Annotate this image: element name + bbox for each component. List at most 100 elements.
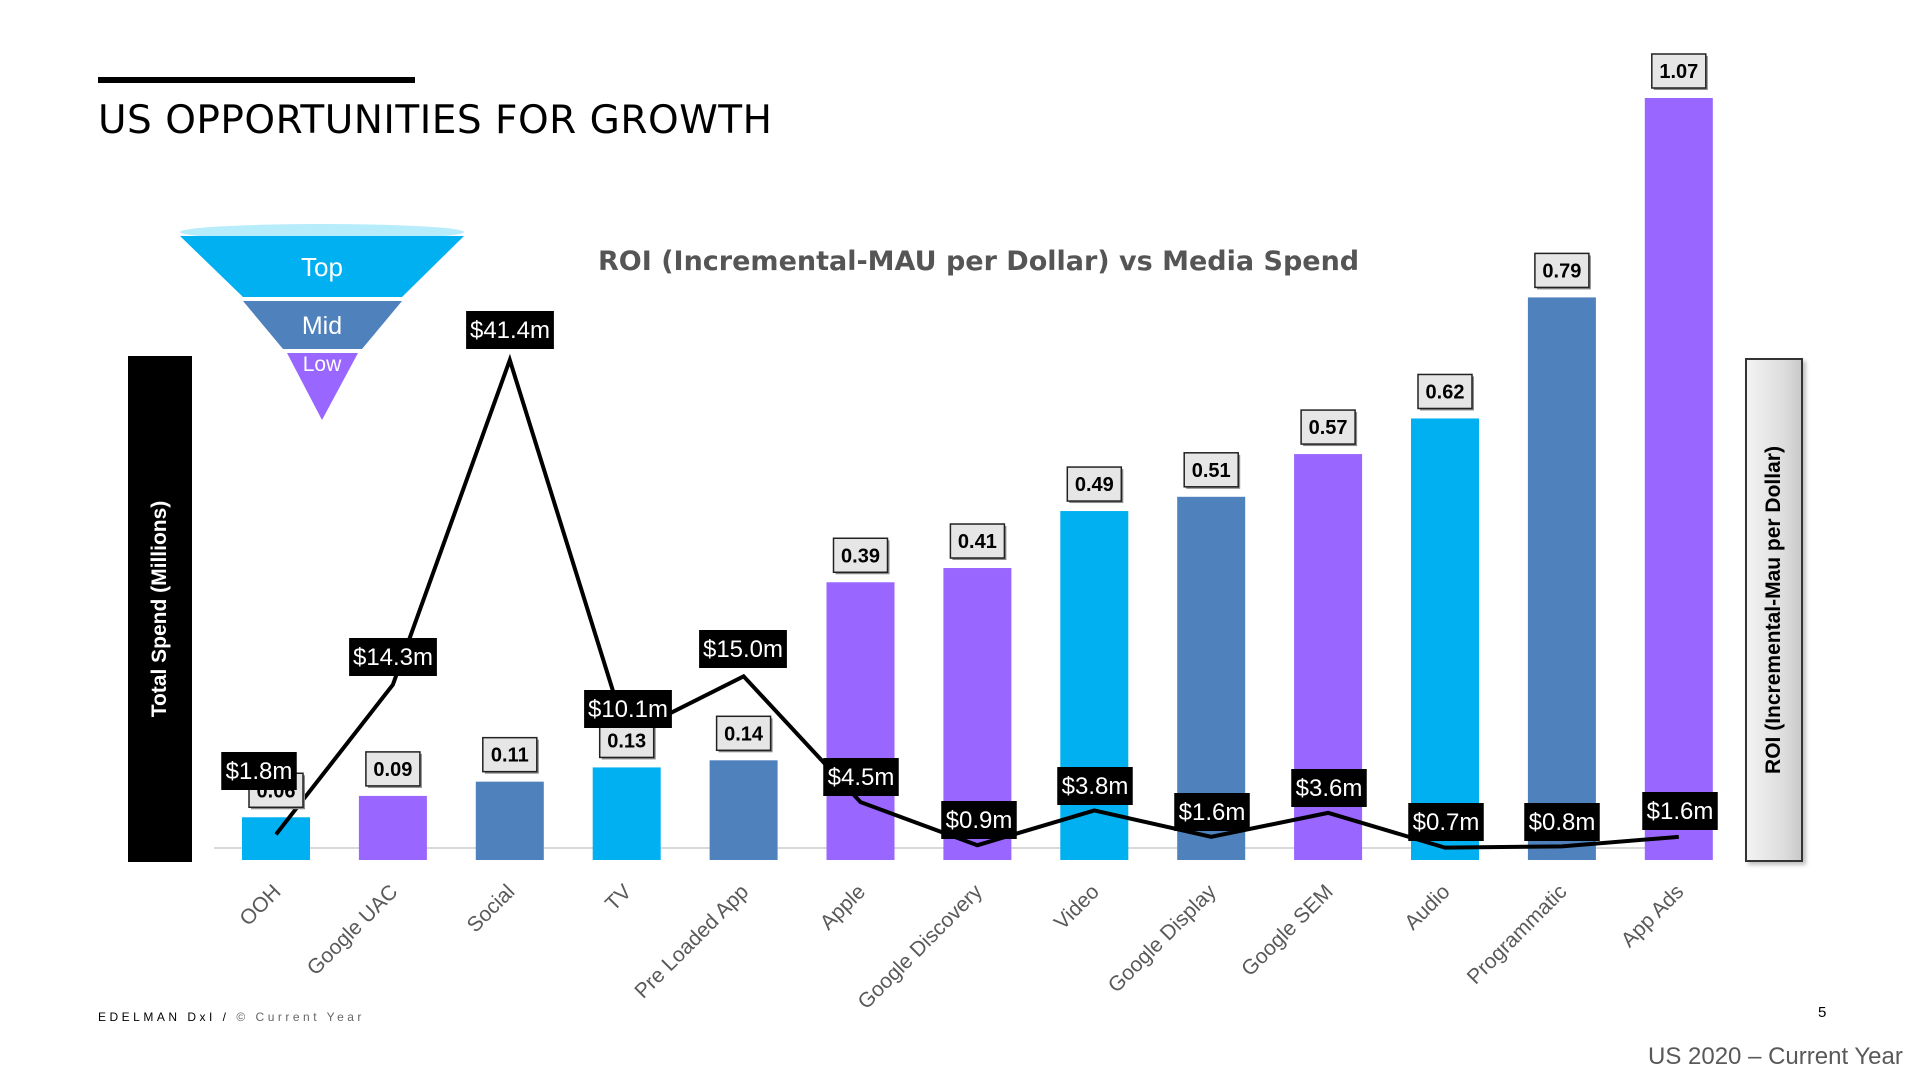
- spend-label-text: $1.6m: [1647, 798, 1714, 825]
- roi-label-google-discovery: 0.41: [949, 523, 1007, 561]
- spend-label-programmatic: $0.8m: [1524, 803, 1600, 841]
- spend-labels: $1.8m $14.3m $41.4m $10.1m $15.0m $4.5m $0.9m $…: [221, 311, 1718, 841]
- spend-label-ooh: $1.8m: [221, 752, 297, 790]
- spend-label-box: [349, 638, 437, 676]
- roi-label-text: 0.09: [373, 759, 412, 781]
- spend-label-text: $4.5m: [828, 764, 895, 791]
- spend-label-box: [1057, 767, 1133, 805]
- spend-label-apple: $4.5m: [823, 758, 899, 796]
- spend-label-text: $3.8m: [1062, 773, 1129, 800]
- roi-label-tv: 0.13: [598, 722, 656, 760]
- roi-bar-apple: [826, 582, 895, 860]
- funnel-label-mid: Mid: [302, 312, 342, 340]
- roi-bar-ooh: [242, 817, 310, 860]
- roi-label-google-display: 0.51: [1183, 452, 1241, 489]
- roi-label-social: 0.11: [482, 736, 539, 774]
- spend-label-box: [221, 752, 297, 790]
- roi-label-text: 0.49: [1075, 474, 1114, 496]
- funnel-top: [180, 236, 464, 297]
- spend-label-text: $10.1m: [588, 696, 668, 723]
- spend-label-text: $15.0m: [703, 636, 783, 663]
- roi-labels: 0.060.090.110.13 0.140.390.410.490.510.57…: [248, 53, 1708, 810]
- spend-label-box: [1174, 793, 1250, 831]
- roi-label-box: [1066, 466, 1123, 502]
- spend-label-box: [823, 758, 899, 796]
- spend-label-box: [466, 311, 554, 349]
- spend-label-social: $41.4m: [466, 311, 554, 349]
- roi-label-text: 0.62: [1426, 381, 1465, 403]
- roi-bar-pre-loaded-app: [709, 760, 778, 860]
- roi-label-box: [949, 523, 1006, 559]
- roi-label-box: [1183, 452, 1239, 488]
- roi-bar-google-uac: [358, 795, 427, 860]
- x-tick-google-sem: Google SEM: [1237, 880, 1337, 980]
- funnel-mid: [243, 301, 402, 349]
- roi-label-box: [832, 537, 889, 574]
- x-tick-app-ads: App Ads: [1617, 880, 1689, 952]
- x-tick-audio: Audio: [1400, 880, 1454, 934]
- roi-label-box: [1417, 373, 1473, 410]
- spend-line: [274, 353, 1679, 850]
- right-axis-label: ROI (Incremental-Mau per Dollar): [1762, 446, 1785, 774]
- left-axis-label: Total Spend (Millions): [148, 500, 171, 718]
- roi-label-text: 0.57: [1309, 417, 1348, 439]
- spend-label-pre-loaded-app: $15.0m: [699, 630, 787, 668]
- roi-label-box: [715, 715, 772, 752]
- page-title: US OPPORTUNITIES FOR GROWTH: [98, 98, 773, 143]
- spend-label-box: [1408, 803, 1484, 841]
- spend-label-google-sem: $3.6m: [1291, 769, 1367, 807]
- x-tick-pre-loaded-app: Pre Loaded App: [630, 880, 753, 1003]
- roi-label-pre-loaded-app: 0.14: [715, 715, 773, 753]
- spend-line-series: [274, 353, 1679, 850]
- title-rule: [98, 77, 415, 83]
- spend-label-box: [1291, 769, 1367, 807]
- x-tick-apple: Apple: [816, 880, 870, 934]
- x-tick-tv: TV: [601, 880, 636, 915]
- roi-bar-video: [1060, 511, 1129, 860]
- footer-brand: EDELMAN DxI / © Current Year: [98, 1010, 365, 1024]
- spend-label-box: [699, 630, 787, 668]
- roi-label-apple: 0.39: [832, 537, 890, 575]
- spend-label-text: $1.6m: [1179, 799, 1246, 826]
- spend-label-audio: $0.7m: [1408, 803, 1484, 841]
- page-number: 5: [1818, 1004, 1827, 1021]
- roi-label-box: [482, 736, 538, 773]
- footer-note: US 2020 – Current Year: [1648, 1043, 1903, 1070]
- roi-label-google-sem: 0.57: [1300, 409, 1358, 447]
- spend-label-google-discovery: $0.9m: [941, 801, 1017, 839]
- roi-bar-tv: [592, 767, 661, 860]
- roi-label-text: 0.51: [1192, 460, 1231, 482]
- x-tick-google-discovery: Google Discovery: [853, 880, 987, 1014]
- x-tick-google-display: Google Display: [1104, 880, 1221, 997]
- spend-label-box: [1524, 803, 1600, 841]
- roi-label-video: 0.49: [1066, 466, 1124, 504]
- spend-label-text: $14.3m: [353, 644, 433, 671]
- funnel-low: [287, 353, 358, 420]
- right-axis-box: [1745, 358, 1803, 862]
- roi-bar-programmatic: [1527, 297, 1596, 860]
- roi-label-text: 0.13: [607, 730, 646, 752]
- spend-label-app-ads: $1.6m: [1642, 792, 1718, 830]
- funnel-label-top: Top: [301, 252, 343, 282]
- roi-label-text: 0.11: [491, 745, 529, 767]
- roi-label-box: [1651, 53, 1707, 89]
- roi-label-text: 1.07: [1659, 61, 1698, 83]
- spend-label-box: [1642, 792, 1718, 830]
- roi-label-text: 0.14: [724, 723, 764, 745]
- roi-label-audio: 0.62: [1417, 373, 1474, 411]
- spend-label-video: $3.8m: [1057, 767, 1133, 805]
- funnel-label-low: Low: [303, 353, 342, 376]
- x-tick-google-uac: Google UAC: [303, 880, 403, 980]
- footer-brand-name: EDELMAN DxI /: [98, 1010, 230, 1024]
- x-tick-ooh: OOH: [235, 880, 285, 930]
- spend-label-box: [584, 690, 672, 728]
- x-tick-social: Social: [463, 880, 520, 937]
- footer-copyright: © Current Year: [236, 1010, 365, 1024]
- x-tick-video: Video: [1050, 880, 1104, 934]
- x-tick-programmatic: Programmatic: [1463, 880, 1572, 989]
- roi-label-programmatic: 0.79: [1534, 252, 1591, 290]
- roi-label-google-uac: 0.09: [365, 751, 422, 788]
- left-axis-box: [128, 356, 192, 862]
